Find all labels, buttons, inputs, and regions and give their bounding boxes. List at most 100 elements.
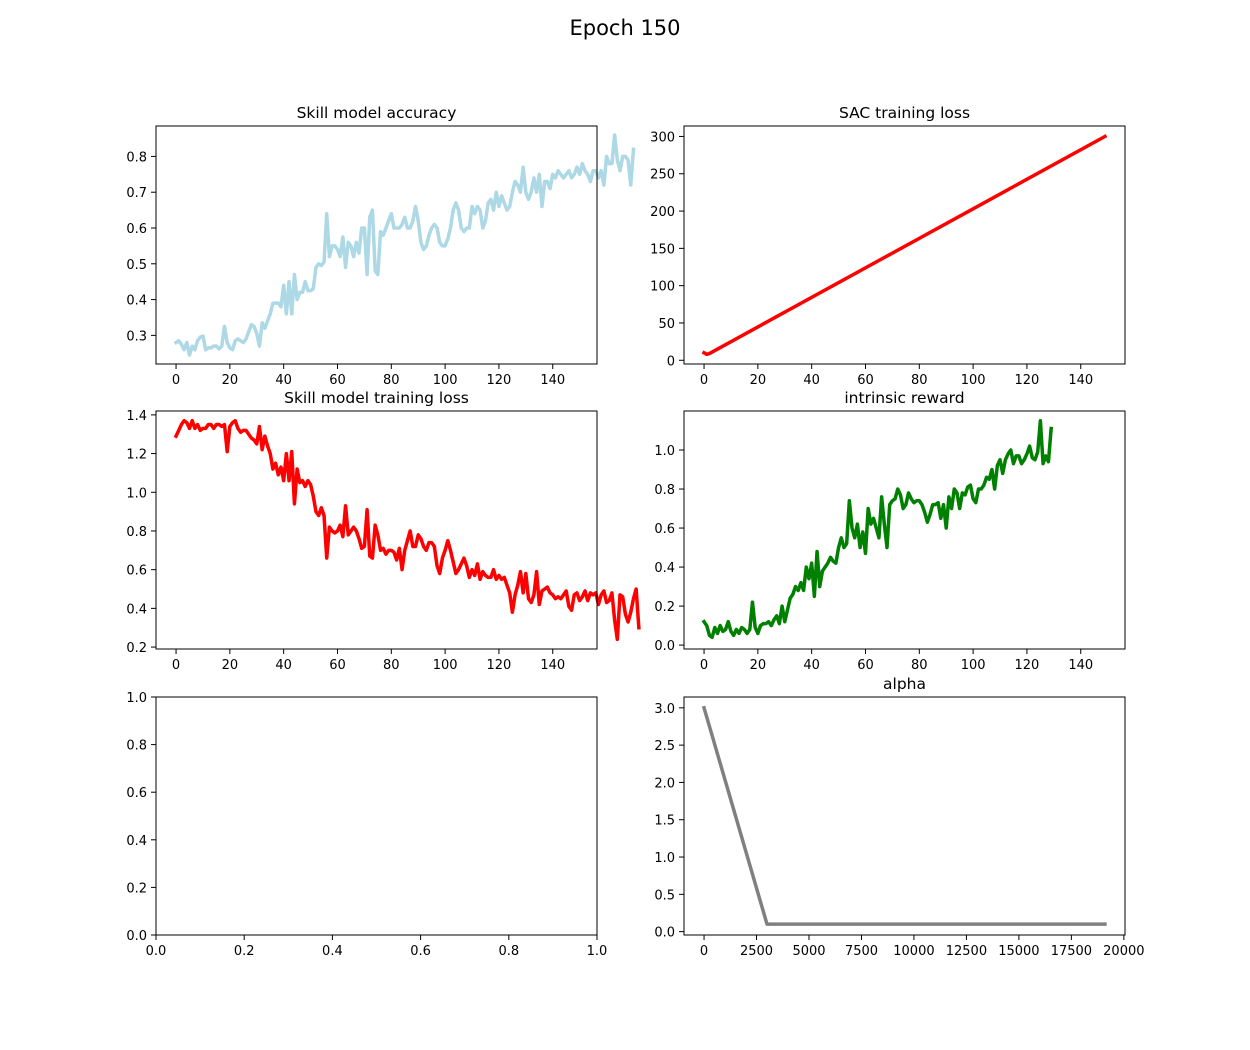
sac-loss-x-tick-label-0: 0 bbox=[700, 373, 708, 388]
empty-axes-y-tick-label-1: 0.2 bbox=[126, 881, 147, 896]
sac-loss-y-tick-label-6: 300 bbox=[650, 130, 675, 145]
skill-accuracy-axes-frame bbox=[155, 125, 598, 365]
intrinsic-reward-y-tick-label-4: 0.8 bbox=[654, 483, 675, 498]
sac-loss-y-tick-label-4: 200 bbox=[650, 205, 675, 220]
empty-axes-x-tick-label-4: 0.8 bbox=[498, 944, 519, 959]
empty-axes-axes-frame bbox=[155, 696, 598, 936]
intrinsic-reward-x-tick-label-7: 140 bbox=[1068, 658, 1093, 673]
alpha-x-tick-label-6: 15000 bbox=[998, 944, 1039, 959]
skill-training-loss-y-tick-label-1: 0.4 bbox=[126, 602, 147, 617]
sac-loss-y-tick-label-2: 100 bbox=[650, 280, 675, 295]
skill-training-loss-x-tick-label-7: 140 bbox=[540, 658, 565, 673]
alpha-x-tick-label-0: 0 bbox=[700, 944, 708, 959]
skill-accuracy-y-tick-label-2: 0.5 bbox=[126, 258, 147, 273]
sac-loss-y-tick-label-5: 250 bbox=[650, 168, 675, 183]
skill-accuracy-y-tick-label-4: 0.7 bbox=[126, 186, 147, 201]
alpha-x-tick-label-5: 12500 bbox=[946, 944, 987, 959]
alpha-x-tick-label-3: 7500 bbox=[845, 944, 878, 959]
intrinsic-reward-x-tick-label-5: 100 bbox=[961, 658, 986, 673]
empty-axes-x-tick-label-5: 1.0 bbox=[587, 944, 608, 959]
empty-axes-y-tick-label-0: 0.0 bbox=[126, 929, 147, 944]
sac-loss-x-tick-label-3: 60 bbox=[857, 373, 874, 388]
sac-loss-y-tick-label-3: 150 bbox=[650, 242, 675, 257]
skill-training-loss-x-tick-label-4: 80 bbox=[383, 658, 400, 673]
skill-training-loss-x-tick-label-1: 20 bbox=[222, 658, 239, 673]
figure-title: Epoch 150 bbox=[569, 16, 681, 40]
skill-accuracy-y-tick-label-0: 0.3 bbox=[126, 329, 147, 344]
sac-loss-series-line-0 bbox=[701, 134, 1108, 357]
intrinsic-reward-panel: 0 20 40 60 80 100 120 140 0.0 0.2 0.4 0.6 0.8 1.0 intr… bbox=[654, 389, 1126, 673]
alpha-title: alpha bbox=[883, 675, 926, 693]
intrinsic-reward-y-tick-label-1: 0.2 bbox=[654, 600, 675, 615]
empty-axes-x-tick-label-3: 0.6 bbox=[410, 944, 431, 959]
alpha-y-tick-label-6: 3.0 bbox=[654, 702, 675, 717]
skill-accuracy-x-tick-label-2: 40 bbox=[275, 373, 292, 388]
sac-loss-title: SAC training loss bbox=[839, 104, 970, 122]
intrinsic-reward-y-tick-label-2: 0.4 bbox=[654, 561, 675, 576]
intrinsic-reward-y-tick-label-0: 0.0 bbox=[654, 639, 675, 654]
alpha-panel: 0 2500 5000 7500 10000 12500 15000 17500 20000 0.… bbox=[654, 675, 1144, 959]
skill-training-loss-axes-frame bbox=[155, 410, 598, 650]
skill-accuracy-panel: 0 20 40 60 80 100 120 140 0.3 0.4 0.5 0.6 0.7 0.8 Skil… bbox=[126, 104, 636, 388]
alpha-y-tick-label-0: 0.0 bbox=[654, 926, 675, 941]
skill-training-loss-panel: 0 20 40 60 80 100 120 140 0.2 0.4 0.6 0.8 1.0 1.2 1.4 S… bbox=[126, 389, 641, 673]
intrinsic-reward-axes-frame bbox=[683, 410, 1126, 650]
skill-training-loss-y-tick-label-6: 1.4 bbox=[126, 409, 147, 424]
skill-training-loss-x-tick-label-5: 100 bbox=[433, 658, 458, 673]
skill-accuracy-x-tick-label-5: 100 bbox=[433, 373, 458, 388]
sac-loss-x-tick-label-7: 140 bbox=[1068, 373, 1093, 388]
skill-accuracy-x-tick-label-4: 80 bbox=[383, 373, 400, 388]
empty-axes-y-tick-label-3: 0.6 bbox=[126, 786, 147, 801]
skill-accuracy-x-tick-label-0: 0 bbox=[172, 373, 180, 388]
empty-axes-x-tick-label-2: 0.4 bbox=[322, 944, 343, 959]
intrinsic-reward-x-tick-label-3: 60 bbox=[857, 658, 874, 673]
skill-accuracy-title: Skill model accuracy bbox=[297, 104, 457, 122]
alpha-x-tick-label-8: 20000 bbox=[1103, 944, 1144, 959]
alpha-x-tick-label-1: 2500 bbox=[740, 944, 773, 959]
sac-loss-x-tick-label-4: 80 bbox=[911, 373, 928, 388]
skill-training-loss-y-tick-label-0: 0.2 bbox=[126, 641, 147, 656]
empty-axes-y-tick-label-4: 0.8 bbox=[126, 739, 147, 754]
alpha-y-tick-label-4: 2.0 bbox=[654, 776, 675, 791]
skill-training-loss-x-tick-label-3: 60 bbox=[329, 658, 346, 673]
skill-accuracy-x-tick-label-3: 60 bbox=[329, 373, 346, 388]
skill-accuracy-y-tick-label-5: 0.8 bbox=[126, 150, 147, 165]
alpha-series-line-0 bbox=[701, 705, 1107, 926]
skill-accuracy-y-tick-label-3: 0.6 bbox=[126, 222, 147, 237]
alpha-y-tick-label-3: 1.5 bbox=[654, 814, 675, 829]
sac-loss-y-tick-label-1: 50 bbox=[658, 317, 675, 332]
sac-loss-axes-frame bbox=[683, 125, 1126, 365]
alpha-x-tick-label-2: 5000 bbox=[792, 944, 825, 959]
sac-loss-x-tick-label-2: 40 bbox=[803, 373, 820, 388]
skill-training-loss-y-tick-label-2: 0.6 bbox=[126, 564, 147, 579]
empty-axes-panel: 0.0 0.2 0.4 0.6 0.8 1.0 0.0 0.2 0.4 0.6 0.8 1.0 bbox=[126, 691, 607, 959]
sac-loss-x-tick-label-6: 120 bbox=[1015, 373, 1040, 388]
skill-training-loss-series-line-0 bbox=[173, 418, 641, 642]
skill-training-loss-title: Skill model training loss bbox=[284, 389, 469, 407]
skill-accuracy-x-tick-label-6: 120 bbox=[487, 373, 512, 388]
skill-accuracy-x-tick-label-7: 140 bbox=[540, 373, 565, 388]
skill-training-loss-x-tick-label-0: 0 bbox=[172, 658, 180, 673]
alpha-axes-frame bbox=[683, 696, 1126, 936]
sac-loss-x-tick-label-5: 100 bbox=[961, 373, 986, 388]
sac-loss-panel: 0 20 40 60 80 100 120 140 0 50 100 150 200 250 300 SAC … bbox=[650, 104, 1126, 388]
skill-training-loss-x-tick-label-6: 120 bbox=[487, 658, 512, 673]
skill-accuracy-y-tick-label-1: 0.4 bbox=[126, 294, 147, 309]
alpha-y-tick-label-2: 1.0 bbox=[654, 851, 675, 866]
skill-training-loss-y-tick-label-3: 0.8 bbox=[126, 525, 147, 540]
sac-loss-x-tick-label-1: 20 bbox=[750, 373, 767, 388]
intrinsic-reward-x-tick-label-6: 120 bbox=[1015, 658, 1040, 673]
intrinsic-reward-y-tick-label-3: 0.6 bbox=[654, 522, 675, 537]
intrinsic-reward-x-tick-label-1: 20 bbox=[750, 658, 767, 673]
alpha-x-tick-label-7: 17500 bbox=[1051, 944, 1092, 959]
intrinsic-reward-x-tick-label-4: 80 bbox=[911, 658, 928, 673]
skill-accuracy-x-tick-label-1: 20 bbox=[222, 373, 239, 388]
empty-axes-x-tick-label-1: 0.2 bbox=[234, 944, 255, 959]
skill-training-loss-x-tick-label-2: 40 bbox=[275, 658, 292, 673]
alpha-x-tick-label-4: 10000 bbox=[893, 944, 934, 959]
alpha-y-tick-label-5: 2.5 bbox=[654, 739, 675, 754]
intrinsic-reward-x-tick-label-0: 0 bbox=[700, 658, 708, 673]
empty-axes-x-tick-label-0: 0.0 bbox=[146, 944, 167, 959]
skill-training-loss-y-tick-label-5: 1.2 bbox=[126, 448, 147, 463]
